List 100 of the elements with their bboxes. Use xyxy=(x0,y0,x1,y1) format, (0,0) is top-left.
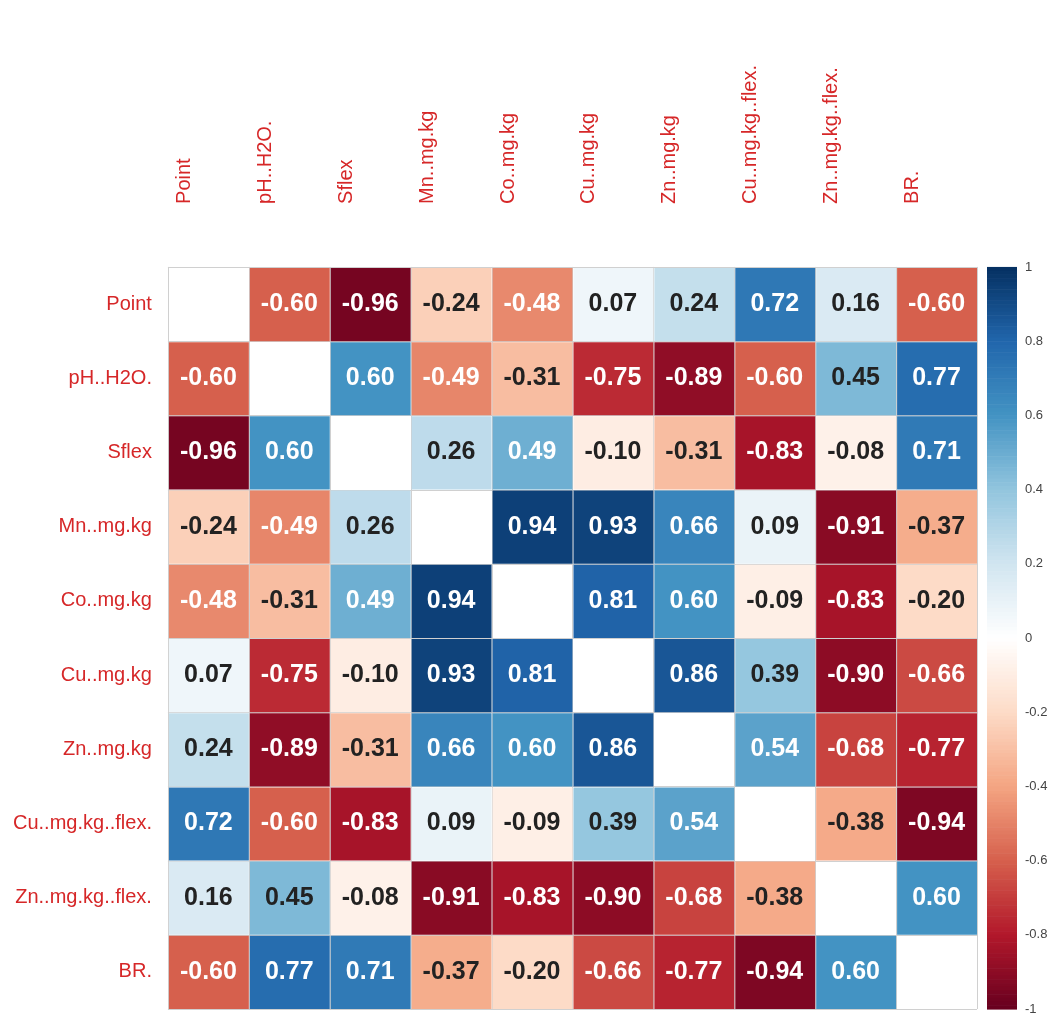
data-label: 0.16 xyxy=(184,881,233,910)
data-label: -0.37 xyxy=(422,955,480,984)
data-label: -0.20 xyxy=(908,584,966,613)
data-label: -0.96 xyxy=(179,436,237,465)
y-tick-label: Cu..mg.kg..flex. xyxy=(13,811,152,833)
data-label: 0.07 xyxy=(184,658,233,687)
data-label: 0.60 xyxy=(912,881,961,910)
data-label: -0.60 xyxy=(746,362,804,391)
x-tick-label: Zn..mg.kg xyxy=(657,115,680,204)
color-bar-label: -0.6 xyxy=(1025,852,1048,868)
data-label: 0.77 xyxy=(912,362,961,391)
data-label: 0.81 xyxy=(588,584,638,613)
data-label: -0.83 xyxy=(746,436,804,465)
data-label: 0.93 xyxy=(588,510,638,539)
color-bar-label: -0.2 xyxy=(1025,703,1048,719)
data-label: 0.72 xyxy=(750,287,800,316)
data-label: -0.66 xyxy=(908,658,966,687)
data-label: 0.72 xyxy=(184,807,233,836)
data-label: 0.60 xyxy=(831,955,880,984)
x-tick-label: Cu..mg.kg..flex. xyxy=(738,65,761,204)
color-bar-label: -1 xyxy=(1025,1000,1037,1016)
data-label: 0.81 xyxy=(507,658,557,687)
data-label: 0.71 xyxy=(345,955,395,984)
data-label: -0.08 xyxy=(827,436,885,465)
data-label: 0.24 xyxy=(184,733,233,762)
y-tick-label: Point xyxy=(106,291,153,314)
x-tick-label: Cu..mg.kg xyxy=(576,112,599,204)
data-label: 0.66 xyxy=(669,510,719,539)
data-label: -0.91 xyxy=(422,881,480,910)
data-label: -0.37 xyxy=(908,510,966,539)
data-label: -0.48 xyxy=(179,584,237,613)
data-label: -0.68 xyxy=(665,881,723,910)
data-label: 0.60 xyxy=(507,733,557,762)
data-label: -0.08 xyxy=(341,881,399,910)
data-label: -0.77 xyxy=(665,955,723,984)
y-tick-label: Zn..mg.kg xyxy=(63,736,152,759)
data-label: -0.38 xyxy=(827,807,885,836)
data-label: 0.60 xyxy=(669,584,719,613)
y-tick-label: Mn..mg.kg xyxy=(58,514,152,537)
data-label: -0.09 xyxy=(746,584,804,613)
x-tick-label: Zn..mg.kg..flex. xyxy=(819,67,842,204)
data-label: 0.39 xyxy=(588,807,638,836)
y-tick-label: Co..mg.kg xyxy=(60,588,152,611)
y-tick-label: Sflex xyxy=(107,439,152,462)
data-label: -0.94 xyxy=(746,955,804,984)
data-label: 0.71 xyxy=(912,436,961,465)
data-label: -0.96 xyxy=(341,287,399,316)
data-label: 0.09 xyxy=(426,807,476,836)
data-label: -0.09 xyxy=(503,807,561,836)
data-label: -0.31 xyxy=(503,362,561,391)
data-label: 0.77 xyxy=(264,955,314,984)
data-label: 0.39 xyxy=(750,658,800,687)
data-label: -0.60 xyxy=(908,287,966,316)
data-label: -0.66 xyxy=(584,955,642,984)
data-label: -0.60 xyxy=(179,362,237,391)
data-label: -0.48 xyxy=(503,287,561,316)
data-label: -0.68 xyxy=(827,733,885,762)
data-label: -0.20 xyxy=(503,955,561,984)
data-label: 0.24 xyxy=(669,287,719,316)
x-tick-label: Mn..mg.kg xyxy=(414,110,437,204)
data-label: 0.07 xyxy=(588,287,638,316)
data-label: -0.60 xyxy=(179,955,237,984)
data-label: 0.16 xyxy=(831,287,880,316)
data-label: -0.38 xyxy=(746,881,804,910)
data-label: -0.60 xyxy=(260,807,318,836)
y-tick-label: Zn..mg.kg..flex. xyxy=(15,885,152,908)
y-tick-label: pH..H2O. xyxy=(68,365,152,388)
data-label: 0.94 xyxy=(507,510,557,539)
data-label: 0.93 xyxy=(426,658,476,687)
y-tick-label: Cu..mg.kg xyxy=(60,662,152,685)
color-bar-label: 0.8 xyxy=(1025,332,1044,348)
data-label: 0.26 xyxy=(426,436,476,465)
data-label: -0.83 xyxy=(341,807,399,836)
data-label: 0.54 xyxy=(669,807,719,836)
data-label: -0.31 xyxy=(341,733,399,762)
y-tick-label: BR. xyxy=(118,959,152,982)
color-bar-label: -0.8 xyxy=(1025,926,1048,942)
data-label: -0.90 xyxy=(827,658,885,687)
data-label: 0.86 xyxy=(669,658,719,687)
data-label: -0.49 xyxy=(422,362,480,391)
data-label: -0.89 xyxy=(260,733,318,762)
data-label: 0.49 xyxy=(345,584,395,613)
x-tick-label: Point xyxy=(171,157,194,204)
data-label: -0.31 xyxy=(665,436,723,465)
data-label: -0.60 xyxy=(260,287,318,316)
data-label: -0.83 xyxy=(503,881,561,910)
data-label: -0.24 xyxy=(179,510,237,539)
data-label: 0.09 xyxy=(750,510,800,539)
data-label: -0.89 xyxy=(665,362,723,391)
data-label: 0.60 xyxy=(264,436,314,465)
x-tick-label: Sflex xyxy=(333,159,356,204)
data-label: -0.94 xyxy=(908,807,966,836)
data-label: 0.54 xyxy=(750,733,800,762)
data-label: -0.49 xyxy=(260,510,318,539)
data-label: -0.24 xyxy=(422,287,480,316)
data-label: 0.86 xyxy=(588,733,638,762)
color-bar-label: 0 xyxy=(1025,629,1033,645)
data-label: 0.49 xyxy=(507,436,557,465)
data-label: 0.66 xyxy=(426,733,476,762)
x-tick-label: BR. xyxy=(900,170,923,204)
